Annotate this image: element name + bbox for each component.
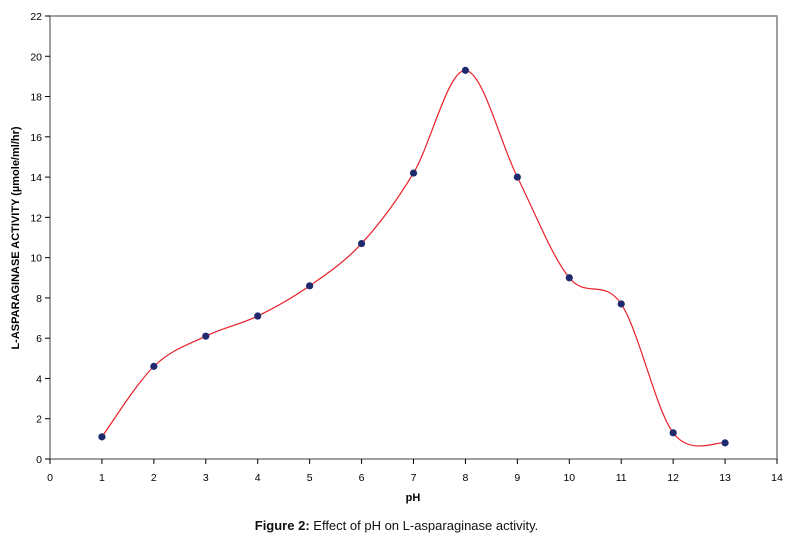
y-tick-label: 2	[36, 414, 42, 426]
x-tick-label: 13	[719, 472, 731, 484]
x-tick-label: 10	[563, 472, 575, 484]
y-axis-title: L-ASPARAGINASE ACTIVITY (µmole/ml/hr)	[10, 126, 22, 349]
x-tick-label: 9	[514, 472, 520, 484]
x-tick-label: 6	[359, 472, 365, 484]
x-tick-label: 0	[47, 472, 53, 484]
x-tick-label: 12	[667, 472, 679, 484]
x-axis: 0 1 2 3 4 5 6 7 8 9 10 11 12 13 14	[47, 459, 783, 484]
data-point	[409, 169, 418, 177]
x-tick-label: 8	[463, 472, 469, 484]
x-tick-label: 14	[771, 472, 783, 484]
y-tick-label: 16	[30, 132, 42, 144]
data-point	[565, 274, 573, 282]
x-tick-label: 7	[411, 472, 417, 484]
data-point	[306, 282, 314, 290]
y-tick-label: 18	[30, 92, 42, 104]
x-tick-label: 1	[99, 472, 105, 484]
y-tick-label: 8	[36, 293, 42, 305]
caption-label: Figure 2:	[254, 518, 310, 533]
y-tick-label: 12	[30, 212, 42, 224]
data-point	[669, 429, 677, 437]
y-tick-label: 22	[30, 11, 42, 23]
x-tick-label: 5	[307, 472, 313, 484]
figure-caption: Figure 2: Effect of pH on L-asparaginase…	[0, 518, 793, 533]
y-tick-label: 14	[30, 172, 42, 184]
data-point	[202, 332, 210, 340]
y-tick-label: 0	[36, 454, 42, 466]
data-point	[461, 66, 470, 74]
data-point	[721, 439, 729, 447]
x-tick-label: 11	[616, 472, 627, 484]
y-axis: 0 2 4 6 8 10 12 14 16 18 20 22	[30, 11, 50, 466]
x-tick-label: 2	[151, 472, 157, 484]
x-axis-title: pH	[406, 492, 421, 504]
data-point	[98, 433, 106, 441]
y-tick-label: 4	[36, 373, 42, 385]
x-tick-label: 3	[203, 472, 209, 484]
data-point	[254, 312, 262, 320]
data-point	[513, 173, 521, 181]
data-point	[150, 362, 158, 370]
caption-text: Effect of pH on L-asparaginase activity.	[309, 518, 539, 533]
x-tick-label: 4	[255, 472, 261, 484]
data-points	[98, 66, 729, 447]
plot-area	[49, 15, 778, 460]
y-tick-label: 20	[30, 51, 42, 63]
y-tick-label: 6	[36, 333, 42, 345]
data-point	[617, 300, 625, 308]
y-tick-label: 10	[30, 253, 42, 265]
data-point	[357, 239, 366, 248]
